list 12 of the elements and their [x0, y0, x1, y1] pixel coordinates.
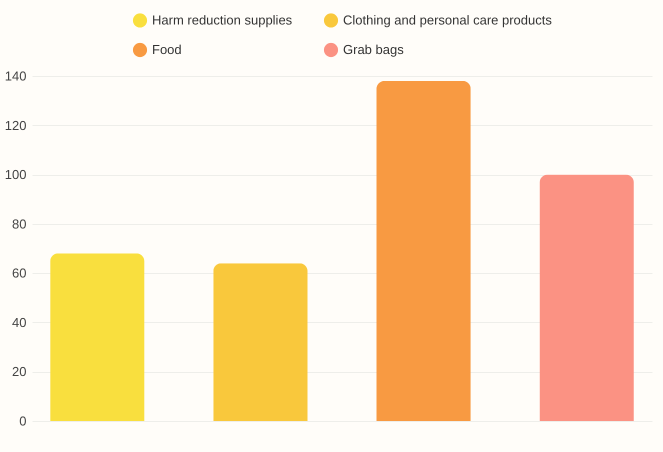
- y-tick-label: 100: [4, 167, 26, 182]
- y-tick-label: 20: [12, 364, 26, 380]
- y-tick-label: 140: [4, 68, 26, 84]
- legend-label: Food: [152, 42, 182, 57]
- y-tick-label: 0: [19, 414, 26, 428]
- legend-label: Clothing and personal care products: [343, 12, 552, 28]
- legend-label: Harm reduction supplies: [152, 12, 293, 28]
- legend-label: Grab bags: [343, 42, 404, 57]
- y-tick-label: 80: [12, 216, 26, 232]
- y-tick-label: 40: [12, 314, 26, 330]
- y-tick-label: 60: [12, 266, 26, 281]
- y-tick-label: 120: [4, 118, 26, 133]
